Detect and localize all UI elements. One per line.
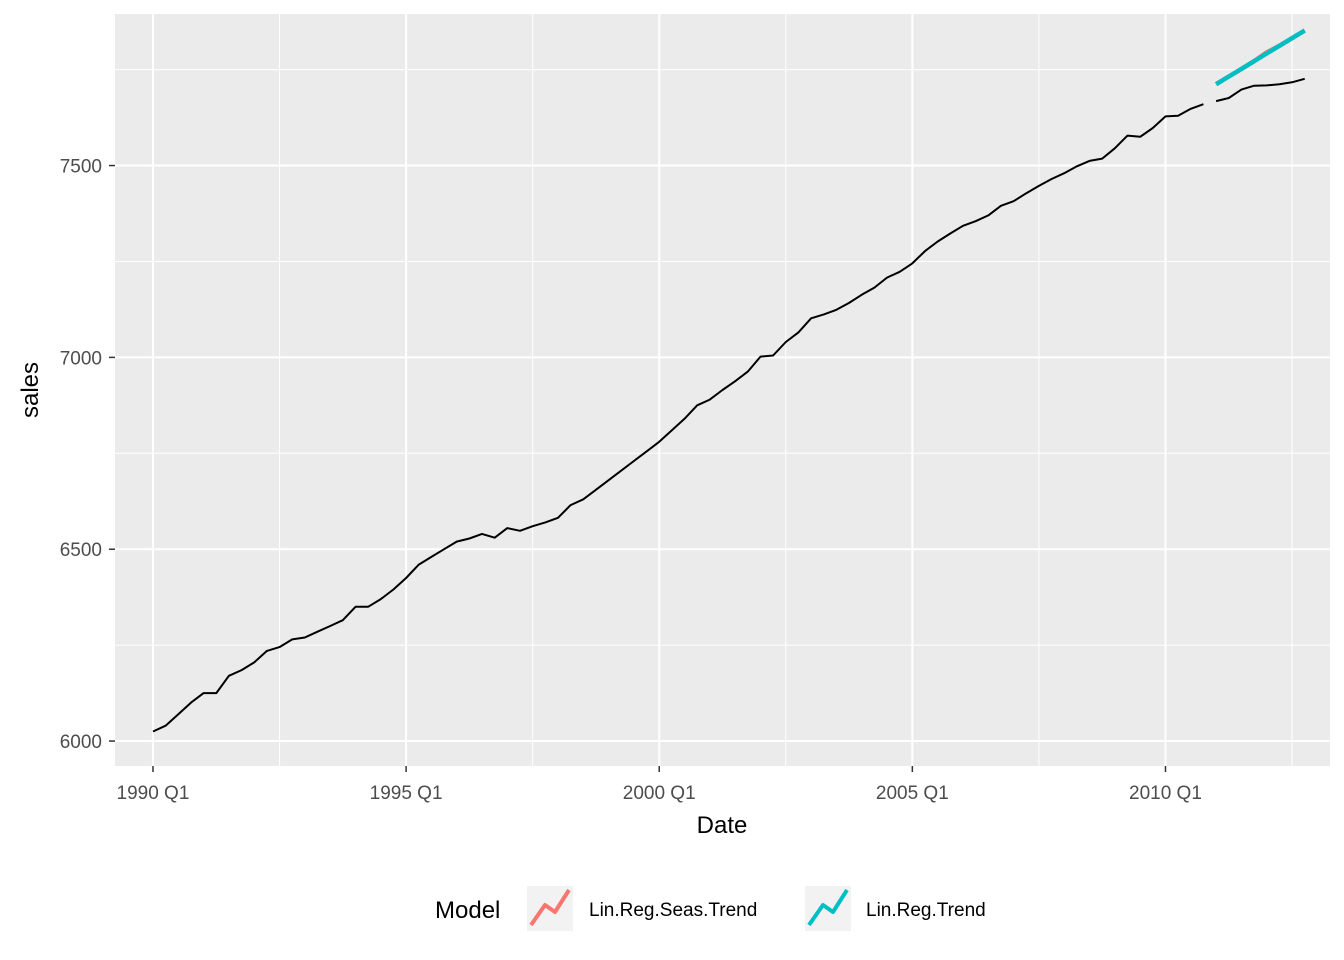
axis-ticks bbox=[109, 164, 1167, 772]
forecast-line-lin-reg-trend bbox=[1214, 28, 1306, 87]
x-tick-label: 1995 Q1 bbox=[370, 783, 443, 804]
x-tick-label: 2000 Q1 bbox=[623, 783, 696, 804]
x-tick-label: 1990 Q1 bbox=[117, 783, 190, 804]
legend-label-lin-reg-seas-trend: Lin.Reg.Seas.Trend bbox=[589, 900, 757, 921]
x-axis-title: Date bbox=[697, 812, 748, 839]
tick-labels: 1990 Q1 1995 Q1 2000 Q1 2005 Q1 2010 Q1 6000 6… bbox=[60, 157, 1202, 804]
minor-grid bbox=[115, 14, 1330, 766]
major-grid bbox=[115, 14, 1330, 766]
y-tick-label: 6500 bbox=[60, 540, 102, 561]
x-tick-label: 2010 Q1 bbox=[1129, 783, 1202, 804]
y-tick-label: 7500 bbox=[60, 157, 102, 178]
y-tick-label: 7000 bbox=[60, 348, 102, 369]
legend-key-lin-reg-trend bbox=[807, 888, 849, 927]
legend-title: Model bbox=[435, 897, 500, 924]
observed-sales-line-0 bbox=[152, 103, 1204, 733]
series-layer bbox=[152, 28, 1306, 733]
y-tick-label: 6000 bbox=[60, 732, 102, 753]
legend-label-lin-reg-trend: Lin.Reg.Trend bbox=[866, 900, 986, 921]
legend-key-lin-reg-seas-trend bbox=[529, 888, 571, 927]
x-tick-label: 2005 Q1 bbox=[876, 783, 949, 804]
observed-sales-line-1 bbox=[1215, 77, 1305, 103]
legend: Model Lin.Reg.Seas.Trend Lin.Reg.Trend bbox=[435, 886, 986, 931]
y-axis-title: sales bbox=[17, 362, 44, 418]
